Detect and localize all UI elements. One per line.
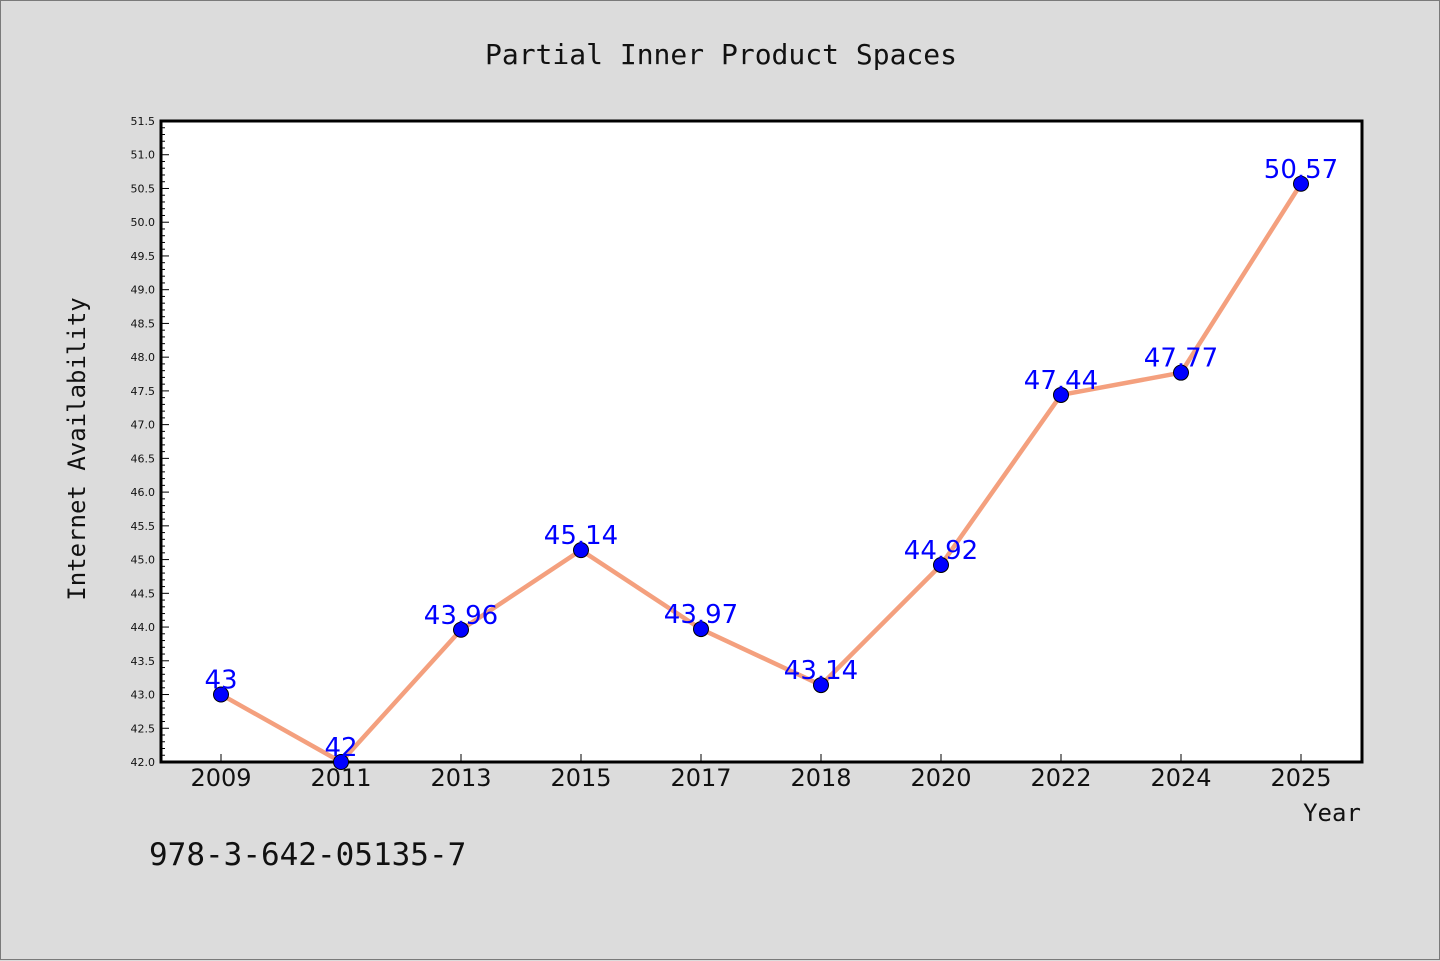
x-tick-label: 2020 (910, 764, 971, 792)
data-point (1293, 175, 1309, 192)
y-tick-label: 43.0 (131, 689, 156, 702)
data-label: 44.92 (904, 536, 978, 566)
data-label: 45.14 (544, 521, 618, 551)
y-tick-label: 45.5 (131, 520, 156, 533)
data-label: 43.14 (784, 656, 858, 686)
data-point (573, 542, 589, 559)
data-label: 43.96 (424, 601, 498, 631)
data-label: 43.97 (664, 600, 738, 630)
y-tick-label: 46.5 (131, 452, 156, 465)
series-group (213, 175, 1309, 770)
y-tick-label: 49.0 (131, 284, 156, 297)
data-point (453, 621, 469, 638)
y-tick-label: 50.5 (131, 182, 156, 195)
y-tick-label: 48.0 (131, 351, 156, 364)
x-tick-label: 2009 (190, 764, 251, 792)
data-point (333, 754, 349, 770)
chart-title: Partial Inner Product Spaces (485, 38, 957, 71)
data-label: 47.44 (1024, 366, 1098, 396)
data-label: 50.57 (1264, 155, 1338, 185)
isbn-annotation: 978-3-642-05135-7 (149, 837, 466, 873)
data-label: 43 (204, 666, 237, 696)
x-tick-label: 2025 (1270, 764, 1331, 792)
y-tick-label: 50.0 (131, 216, 156, 229)
x-tick-label: 2022 (1030, 764, 1091, 792)
y-tick-label: 51.0 (131, 149, 156, 162)
data-labels: 43 42 43.96 45.14 43.97 43.14 44.92 47.44 47.77 5… (204, 155, 1338, 763)
x-axis-label: Year (1303, 799, 1361, 827)
data-point (213, 686, 229, 703)
y-tick-label: 46.0 (131, 486, 156, 499)
y-tick-label: 44.0 (131, 621, 156, 634)
y-tick-label: 43.5 (131, 655, 156, 668)
y-axis: 42.0 42.5 43.0 43.5 44.0 44.5 45.0 45.5 46.0 46.5… (131, 115, 169, 769)
x-tick-label: 2018 (790, 764, 851, 792)
y-tick-label: 49.5 (131, 250, 156, 263)
x-axis: 2009 2011 2013 2015 2017 2018 2020 2022 2024 2025 (190, 754, 1332, 792)
y-tick-label: 44.5 (131, 587, 156, 600)
y-tick-label: 47.0 (131, 419, 156, 432)
series-line (219, 182, 1303, 765)
y-axis-label: Internet Availability (63, 297, 91, 600)
y-tick-label: 42.0 (131, 756, 156, 769)
x-tick-label: 2024 (1150, 764, 1211, 792)
data-point (813, 677, 829, 694)
x-tick-label: 2015 (550, 764, 611, 792)
x-tick-label: 2013 (430, 764, 491, 792)
y-tick-label: 47.5 (131, 385, 156, 398)
plot-area (159, 119, 1364, 764)
data-point (693, 621, 709, 638)
data-point (933, 556, 949, 573)
data-label: 47.77 (1144, 344, 1218, 374)
x-tick-label: 2017 (670, 764, 731, 792)
y-tick-label: 45.0 (131, 554, 156, 567)
y-tick-label: 48.5 (131, 317, 156, 330)
y-tick-label: 51.5 (131, 115, 156, 128)
data-point (1173, 364, 1189, 381)
y-tick-label: 42.5 (131, 722, 156, 735)
data-point (1053, 386, 1069, 403)
data-label: 42 (324, 733, 357, 763)
